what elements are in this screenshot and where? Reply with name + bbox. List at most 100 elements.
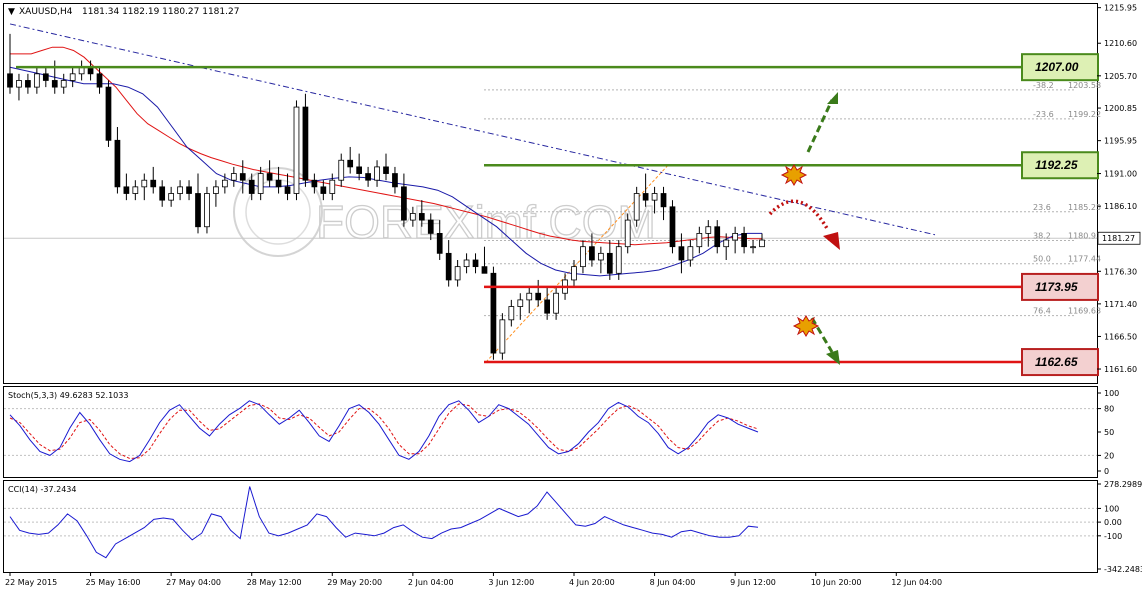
- bear-candle: [714, 226, 721, 248]
- bull-candle: [571, 266, 577, 281]
- stoch-tick-label: 80: [1104, 405, 1114, 414]
- bear-candle: [320, 186, 327, 194]
- fib-ratio-label: -23.6: [1033, 110, 1054, 119]
- price-tick-label: 1186.10: [1104, 202, 1137, 211]
- cci-header: CCI(14) -37.2434: [8, 485, 76, 494]
- bull-candle: [16, 80, 22, 88]
- bull-candle: [750, 246, 756, 249]
- bear-candle: [401, 186, 407, 221]
- time-tick-label: 29 May 20:00: [327, 578, 382, 587]
- price-tick-label: 1171.40: [1104, 300, 1137, 309]
- bear-candle: [642, 193, 649, 201]
- bearish-arrowhead: [826, 350, 840, 365]
- bear-candle: [356, 166, 363, 174]
- bear-candle: [678, 246, 685, 261]
- bull-candle: [723, 239, 730, 248]
- level-box-support: [1021, 272, 1099, 301]
- bear-candle: [481, 266, 488, 274]
- bull-candle: [329, 179, 336, 194]
- collapse-triangle-icon[interactable]: ▼: [8, 7, 15, 17]
- bear-candle: [311, 179, 318, 188]
- price-tick-label: 1176.30: [1104, 267, 1137, 276]
- bull-candle: [463, 259, 470, 268]
- bull-candle: [221, 179, 228, 188]
- price-tick-label: 1205.70: [1104, 72, 1137, 81]
- price-tick-label: 1166.50: [1104, 332, 1137, 341]
- bull-candle: [168, 193, 175, 201]
- bull-candle: [60, 80, 67, 88]
- bull-candle: [257, 173, 264, 194]
- bear-candle: [472, 259, 479, 268]
- bear-candle: [51, 80, 58, 88]
- bull-candle: [597, 252, 604, 261]
- time-tick-label: 8 Jun 04:00: [650, 578, 696, 587]
- cci-tick-label: -342.2483: [1104, 565, 1142, 574]
- bear-candle: [535, 292, 542, 301]
- scenario-arrows: [768, 92, 840, 365]
- fib-price-label: 1199.22: [1068, 110, 1101, 119]
- price-tick-label: 1161.60: [1104, 365, 1137, 374]
- cci-tick-label: -100: [1104, 532, 1122, 541]
- bear-candle: [589, 246, 595, 261]
- fib-price-label: 1185.25: [1068, 203, 1101, 212]
- bear-candle: [544, 299, 551, 314]
- bull-candle: [508, 306, 515, 321]
- time-tick-label: 25 May 16:00: [86, 578, 141, 587]
- time-tick-label: 27 May 04:00: [166, 578, 221, 587]
- bear-candle: [427, 219, 434, 234]
- bear-candle: [266, 173, 273, 181]
- bear-candle: [365, 173, 371, 181]
- level-box-support: [1021, 348, 1099, 377]
- bear-candle: [275, 179, 282, 188]
- level-box-resistance: [1021, 151, 1099, 180]
- bear-candle: [302, 106, 309, 181]
- main-panel-border: [3, 3, 1098, 384]
- bull-candle: [132, 186, 139, 194]
- bull-candle: [615, 246, 622, 274]
- bear-candle: [436, 232, 443, 254]
- bull-candle: [732, 232, 739, 241]
- cci-line: [9, 486, 759, 559]
- bull-candle: [526, 292, 533, 301]
- bull-candle: [580, 246, 586, 268]
- bear-candle: [606, 252, 613, 274]
- bear-candle: [114, 139, 121, 188]
- fib-ratio-label: 23.6: [1033, 203, 1051, 212]
- breakdown-star-icon: [792, 315, 820, 337]
- ohlc-readout: 1181.34 1182.19 1180.27 1181.27: [82, 7, 239, 17]
- fib-ratio-label: 76.4: [1033, 307, 1051, 316]
- level-box-label: 1207.00: [1035, 60, 1079, 74]
- bull-candle: [624, 219, 631, 248]
- bullish-arrow-line: [806, 99, 834, 153]
- bear-candle: [284, 186, 291, 194]
- bearish-arrow-line: [810, 317, 834, 353]
- downtrend-line: [9, 23, 936, 236]
- bear-candle: [159, 186, 166, 201]
- bear-candle: [445, 252, 452, 281]
- stoch-main-line: [9, 400, 759, 463]
- bull-candle: [633, 193, 640, 221]
- bear-candle: [150, 179, 157, 188]
- red-moving-average-line: [10, 46, 762, 246]
- bull-candle: [409, 213, 416, 221]
- bull-candle: [33, 73, 40, 88]
- bull-candle: [374, 166, 380, 181]
- bear-candle: [123, 186, 130, 194]
- bearish-curve-arrowhead: [823, 232, 840, 250]
- bull-candle: [69, 73, 76, 81]
- bear-candle: [418, 213, 425, 221]
- current-price-label: 1181.27: [1102, 234, 1135, 243]
- time-tick-label: 2 Jun 04:00: [408, 578, 454, 587]
- fib-ratio-label: 50.0: [1033, 255, 1051, 264]
- price-tick-label: 1191.00: [1104, 170, 1137, 179]
- cci-tick-label: 0.00: [1104, 518, 1122, 527]
- bull-candle: [696, 232, 703, 248]
- stoch-tick-label: 0: [1104, 467, 1109, 476]
- bull-candle: [517, 299, 524, 307]
- bull-candle: [454, 266, 461, 281]
- bear-candle: [660, 193, 667, 208]
- time-tick-label: 28 May 12:00: [247, 578, 302, 587]
- bull-candle: [141, 179, 148, 188]
- fib-ratio-label: -38.2: [1033, 81, 1054, 90]
- cci-tick-label: 100: [1104, 504, 1119, 513]
